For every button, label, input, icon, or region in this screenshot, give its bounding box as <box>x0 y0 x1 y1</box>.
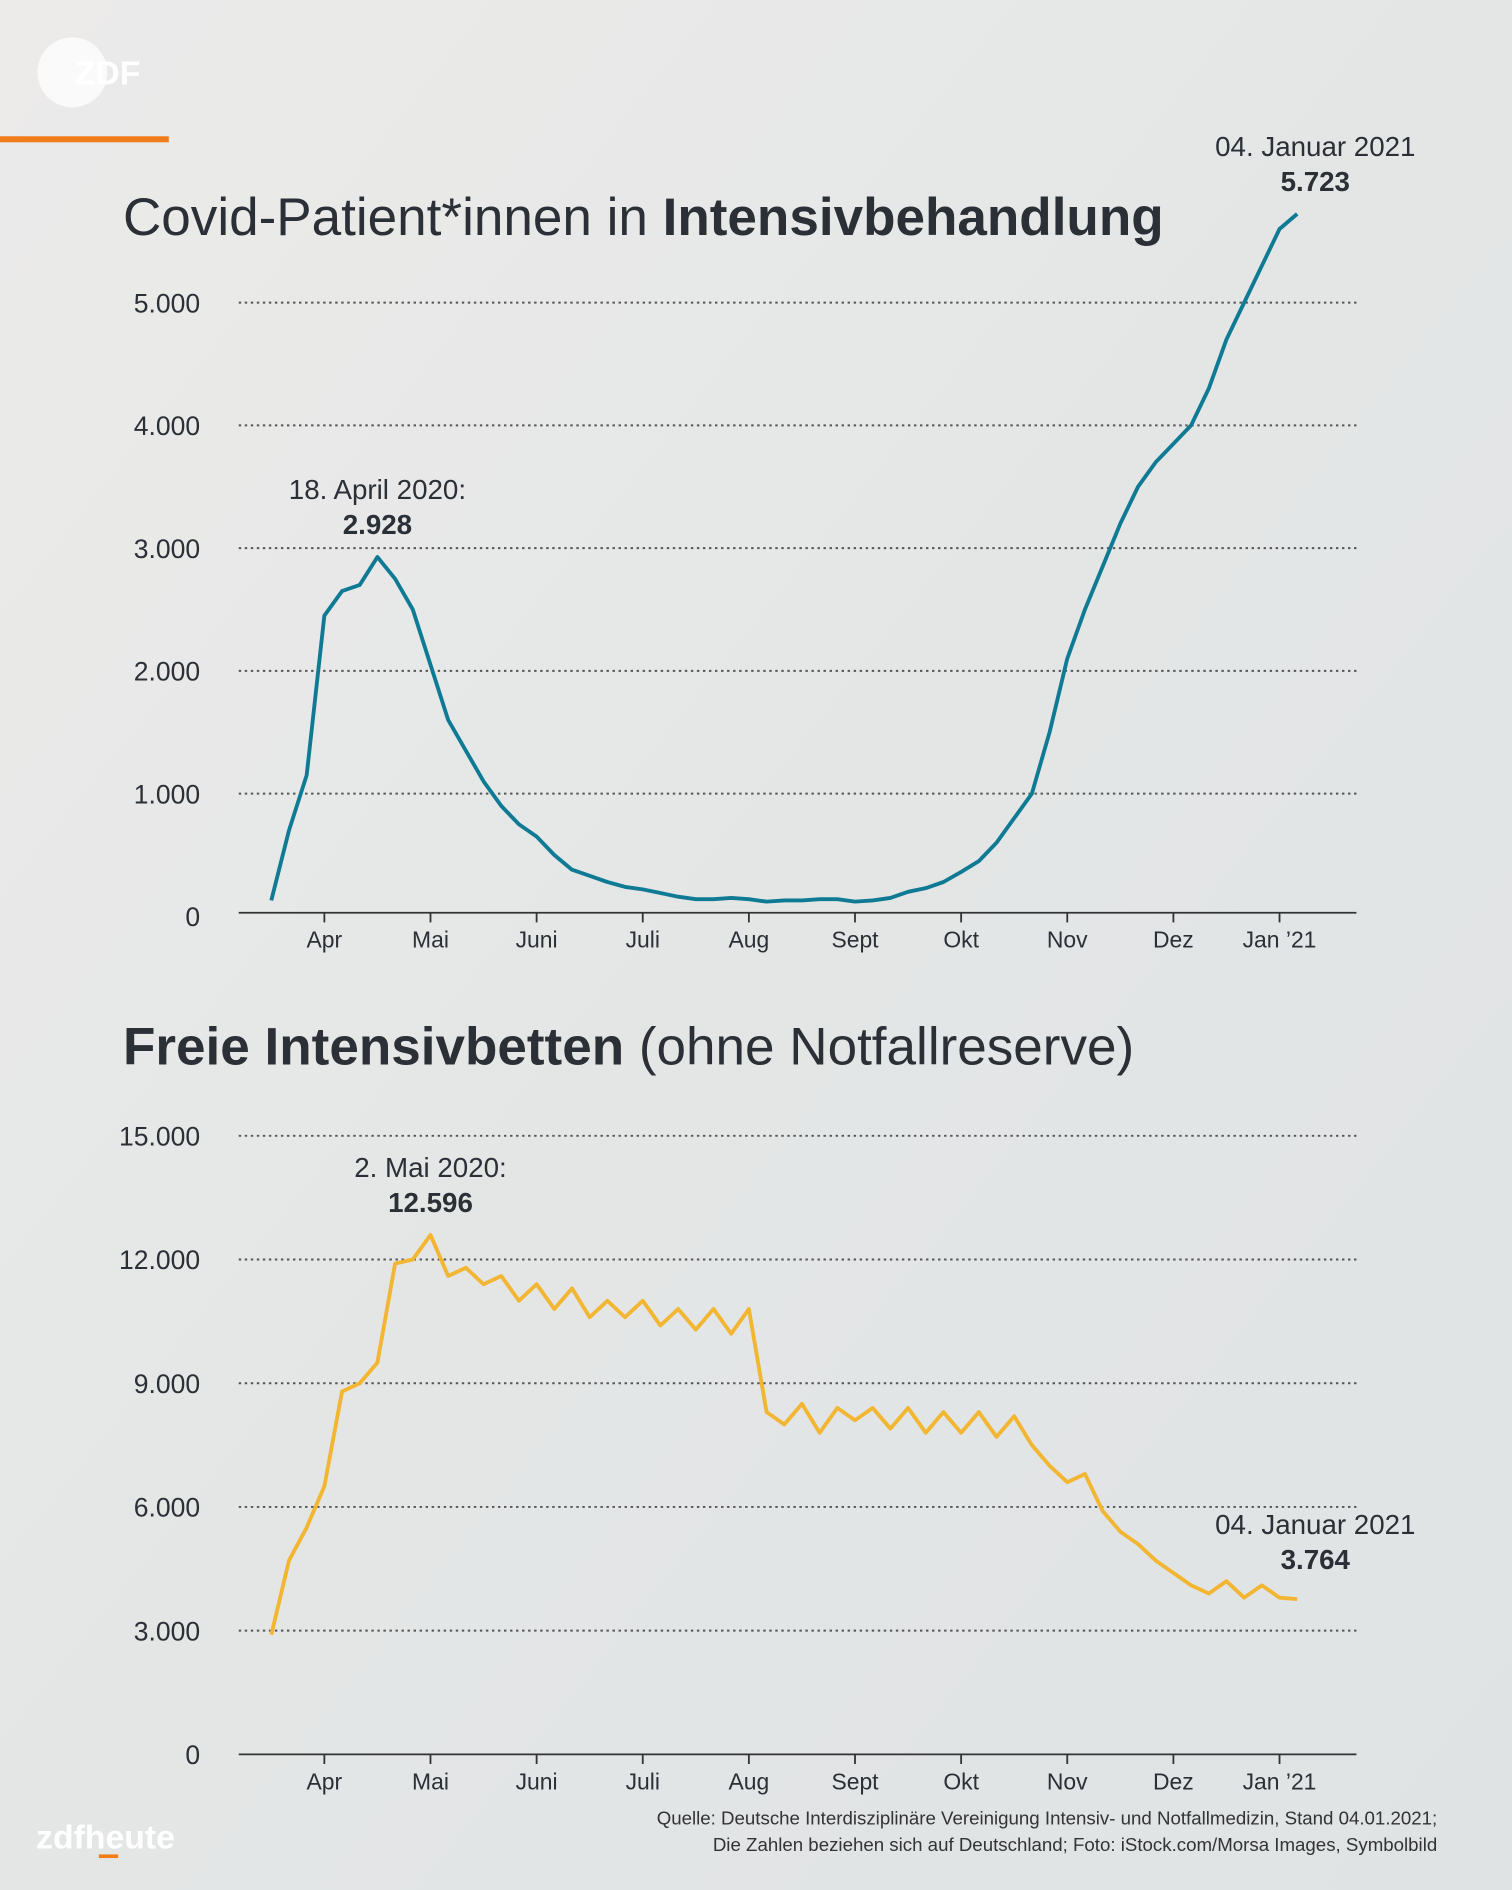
x-tick-label: Dez <box>1153 927 1194 953</box>
source-line: Quelle: Deutsche Interdisziplinäre Verei… <box>657 1807 1438 1828</box>
annotation-date: 04. Januar 2021 <box>1215 1509 1415 1540</box>
y-tick-label: 4.000 <box>134 411 200 441</box>
chart-title: Freie Intensivbetten (ohne Notfallreserv… <box>123 1018 1134 1077</box>
title-part: Intensivbehandlung <box>663 188 1164 247</box>
y-tick-label: 3.000 <box>134 1616 200 1646</box>
x-tick-label: Mai <box>412 1768 449 1794</box>
x-tick-label: Juni <box>516 1768 558 1794</box>
annotation-date: 18. April 2020: <box>289 474 466 505</box>
title-part: Covid-Patient*innen in <box>123 188 663 247</box>
value-label: 2.928 <box>343 509 412 540</box>
y-tick-label: 0 <box>185 902 200 932</box>
y-tick-label: 2.000 <box>134 657 200 687</box>
brand-accent <box>98 1854 119 1859</box>
value-label: 5.723 <box>1281 166 1350 197</box>
chart-title: Covid-Patient*innen in Intensivbehandlun… <box>123 188 1164 247</box>
data-line <box>269 212 1299 904</box>
x-tick-label: Juli <box>626 927 660 953</box>
title-part: Freie Intensivbetten <box>123 1018 624 1077</box>
y-tick-label: 9.000 <box>134 1369 200 1399</box>
y-tick-label: 6.000 <box>134 1493 200 1523</box>
x-tick-label: Aug <box>729 927 770 953</box>
x-tick-label: Juli <box>626 1768 660 1794</box>
y-tick-label: 0 <box>185 1740 200 1770</box>
x-tick-label: Jan ’21 <box>1243 1768 1317 1794</box>
y-tick-label: 3.000 <box>134 534 200 564</box>
y-tick-label: 5.000 <box>134 288 200 318</box>
x-tick-label: Nov <box>1047 927 1088 953</box>
y-tick-label: 15.000 <box>119 1121 200 1151</box>
accent-bar <box>0 136 169 143</box>
value-label: 12.596 <box>388 1187 473 1218</box>
logo: ZDF <box>75 54 141 92</box>
brand: zdfheute <box>36 1818 175 1856</box>
x-tick-label: Okt <box>943 927 979 953</box>
x-tick-label: Nov <box>1047 1768 1088 1794</box>
x-tick-label: Okt <box>943 1768 979 1794</box>
title-part: (ohne Notfallreserve) <box>624 1018 1134 1077</box>
x-tick-label: Dez <box>1153 1768 1194 1794</box>
annotation-date: 04. Januar 2021 <box>1215 131 1415 162</box>
x-tick-label: Juni <box>516 927 558 953</box>
y-tick-label: 1.000 <box>134 779 200 809</box>
source-line: Die Zahlen beziehen sich auf Deutschland… <box>713 1834 1437 1855</box>
x-tick-label: Sept <box>831 1768 879 1794</box>
x-tick-label: Apr <box>307 1768 343 1794</box>
x-tick-label: Sept <box>831 927 879 953</box>
data-line <box>269 1233 1298 1636</box>
annotation-date: 2. Mai 2020: <box>354 1152 507 1183</box>
y-tick-label: 12.000 <box>119 1245 200 1275</box>
logo-circle <box>37 37 108 108</box>
x-tick-label: Apr <box>307 927 343 953</box>
x-tick-label: Mai <box>412 927 449 953</box>
value-label: 3.764 <box>1281 1544 1351 1575</box>
x-tick-label: Jan ’21 <box>1243 927 1317 953</box>
x-tick-label: Aug <box>729 1768 770 1794</box>
